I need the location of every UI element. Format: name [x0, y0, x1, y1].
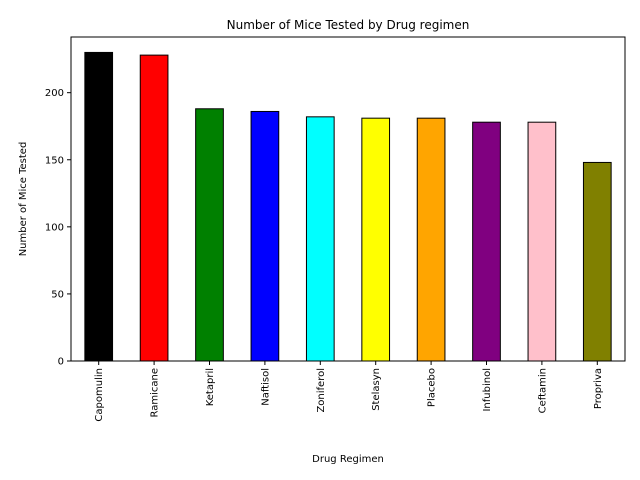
bar-ramicane — [139, 54, 169, 362]
bar-propriva — [582, 161, 612, 362]
bar-infubinol — [472, 121, 501, 362]
chart-title: Number of Mice Tested by Drug regimen — [227, 18, 470, 32]
bar-stelasyn — [361, 117, 391, 362]
x-tick-label: Placebo — [427, 368, 438, 407]
x-tick-label: Propriva — [593, 368, 604, 409]
y-tick-label: 100 — [45, 222, 64, 233]
y-axis-ticks: 0 50 100 150 200 — [45, 88, 71, 368]
y-tick-label: 200 — [45, 88, 64, 99]
bars-group — [84, 51, 612, 362]
bar-ceftamin — [527, 121, 557, 362]
y-tick-label: 0 — [58, 357, 64, 368]
bar-capomulin — [84, 51, 114, 362]
x-axis-label: Drug Regimen — [312, 454, 384, 465]
y-tick-label: 50 — [51, 289, 64, 300]
bar-ketapril — [195, 108, 224, 362]
y-axis-label: Number of Mice Tested — [18, 142, 29, 257]
x-tick-label: Zoniferol — [316, 368, 327, 413]
x-tick-label: Ramicane — [150, 368, 161, 418]
bar-zoniferol — [305, 116, 335, 362]
bar-naftisol — [250, 110, 280, 362]
y-tick-label: 150 — [45, 155, 64, 166]
x-tick-label: Infubinol — [482, 368, 493, 412]
x-tick-label: Stelasyn — [371, 368, 382, 411]
bar-placebo — [416, 117, 446, 362]
plot-frame — [70, 36, 626, 362]
x-tick-label: Ketapril — [205, 368, 216, 406]
x-axis-ticks: Capomulin Ramicane Ketapril Naftisol Zonifer… — [94, 361, 604, 422]
x-tick-label: Naftisol — [260, 368, 271, 406]
x-tick-label: Capomulin — [94, 368, 105, 422]
x-tick-label: Ceftamin — [537, 368, 548, 413]
